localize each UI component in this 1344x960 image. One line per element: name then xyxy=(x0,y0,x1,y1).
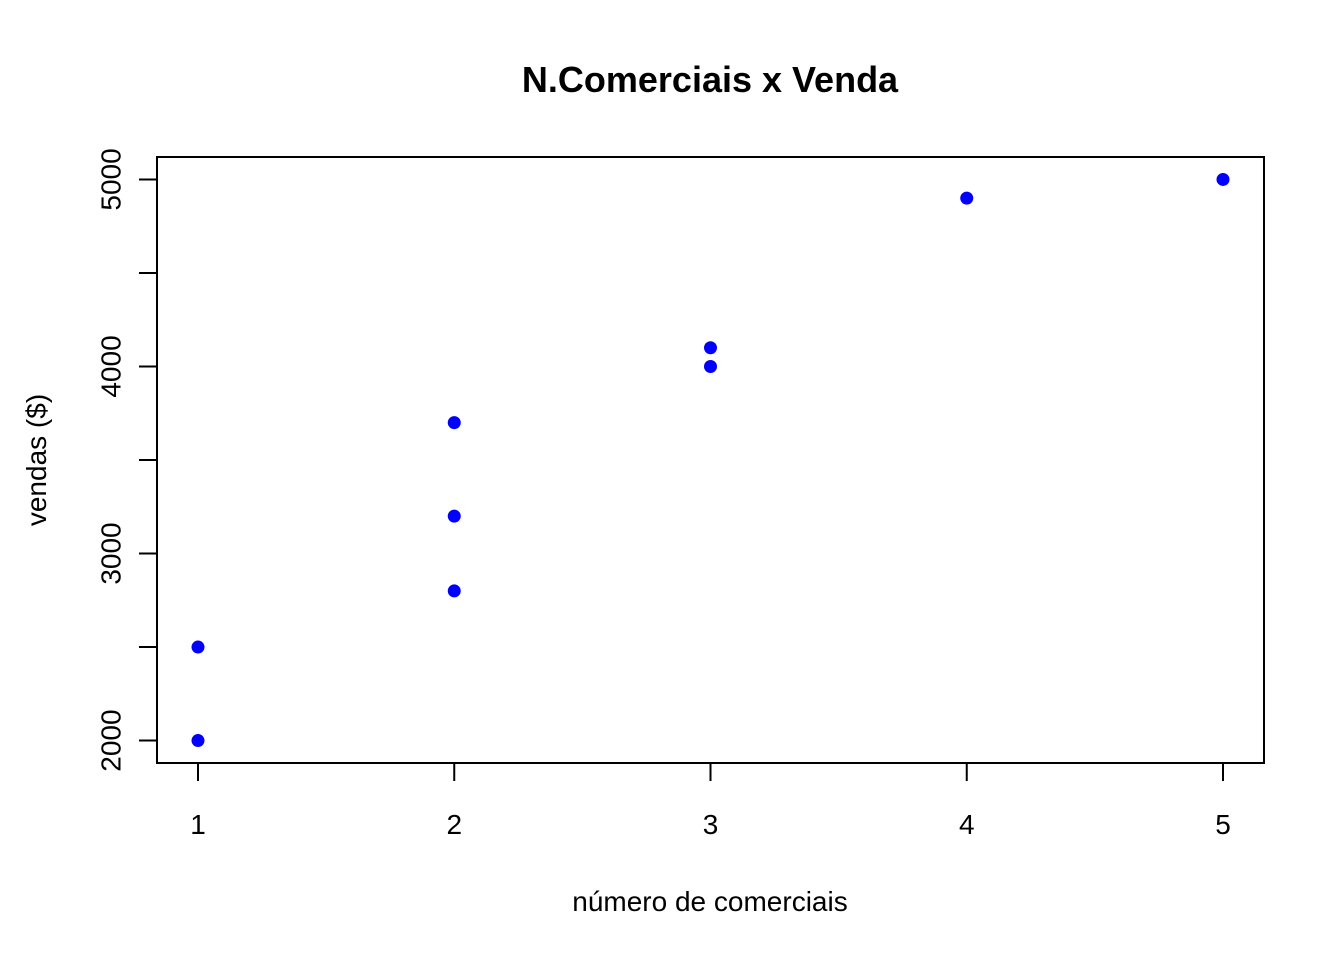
y-tick-label: 2000 xyxy=(96,709,127,771)
y-axis-label: vendas ($) xyxy=(21,394,52,526)
chart-title: N.Comerciais x Venda xyxy=(522,59,899,100)
y-axis: 2000 3000 4000 5000 xyxy=(96,148,158,772)
x-axis: 1 2 3 4 5 xyxy=(190,762,1231,840)
data-points xyxy=(191,172,1230,748)
data-point xyxy=(447,416,461,430)
plot-area-frame xyxy=(156,156,1265,764)
data-point xyxy=(447,584,461,598)
data-point xyxy=(704,359,717,373)
data-point xyxy=(447,509,461,523)
y-tick-label: 3000 xyxy=(96,522,127,584)
y-tick-label: 4000 xyxy=(96,335,127,397)
data-point xyxy=(960,191,974,205)
x-tick-label: 3 xyxy=(703,809,719,840)
x-tick-label: 2 xyxy=(446,809,462,840)
data-point xyxy=(191,734,205,748)
x-tick-label: 5 xyxy=(1215,809,1231,840)
data-point xyxy=(191,640,205,654)
x-tick-label: 4 xyxy=(959,809,975,840)
x-axis-label: número de comerciais xyxy=(572,886,847,917)
x-tick-label: 1 xyxy=(190,809,206,840)
data-point xyxy=(1216,172,1230,186)
data-point xyxy=(704,341,717,355)
y-tick-label: 5000 xyxy=(96,148,127,210)
